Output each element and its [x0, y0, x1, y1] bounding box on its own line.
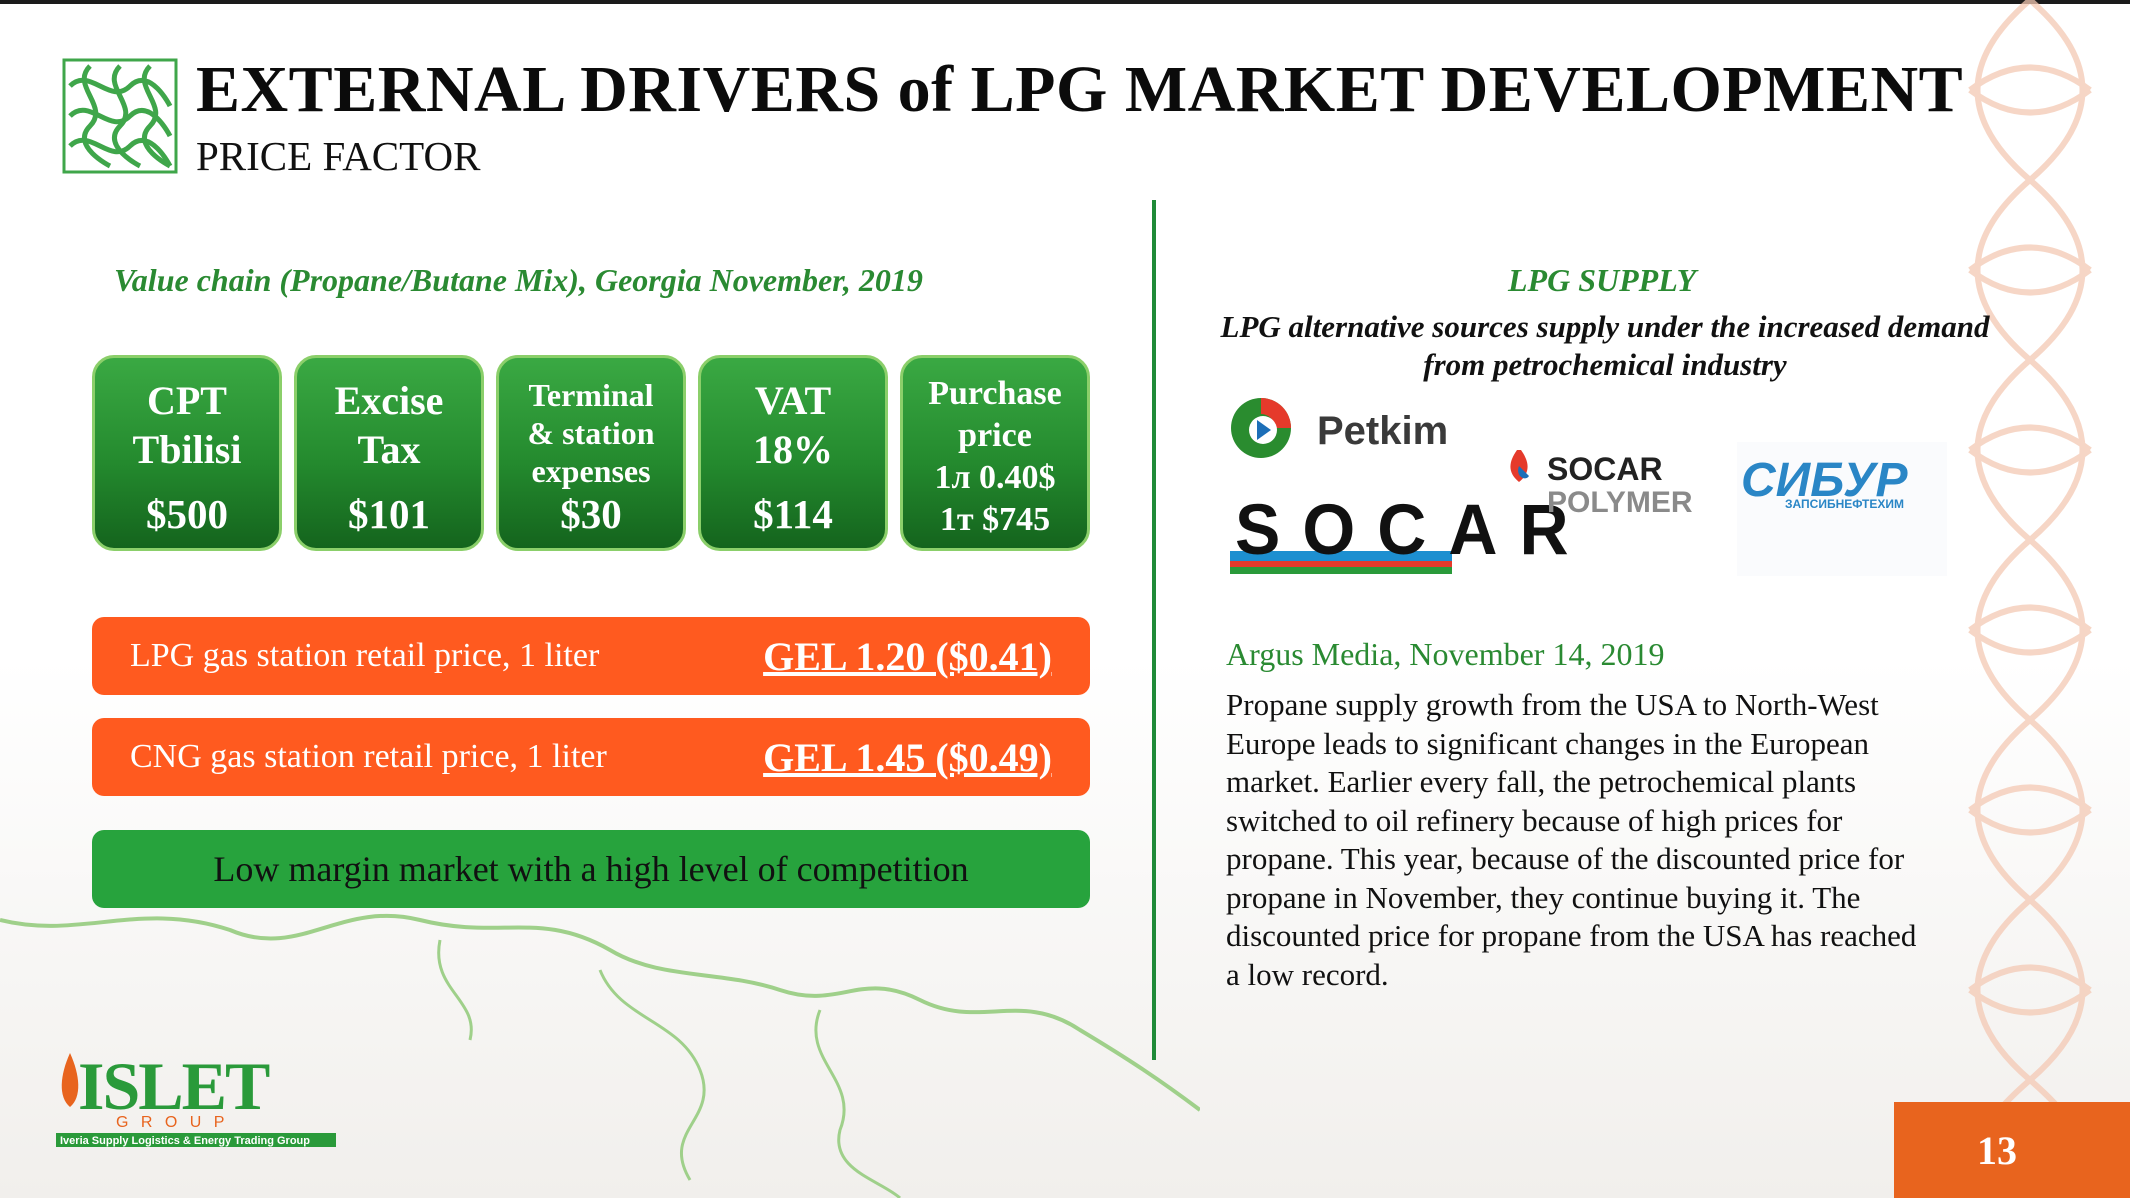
card-value: $101 [348, 491, 430, 537]
cng-retail-label: CNG gas station retail price, 1 liter [130, 738, 607, 775]
lpg-retail-price: GEL 1.20 ($0.41) [763, 633, 1052, 679]
supplier-logos: Petkim SOCAR SOCAR POLYMER СИБУР ЗАПСИБН… [1230, 398, 1947, 576]
card-purchase-price: Purchase price 1л 0.40$ 1т $745 [900, 355, 1090, 551]
card-label: Purchase [928, 375, 1062, 412]
page-subtitle: PRICE FACTOR [196, 133, 481, 179]
card-label: & station [527, 415, 655, 451]
page-title: EXTERNAL DRIVERS of LPG MARKET DEVELOPME… [196, 53, 1964, 126]
card-label: 18% [753, 427, 833, 472]
socar-logo: SOCAR [1230, 489, 1591, 574]
islet-group-text: G R O U P [116, 1114, 228, 1131]
polymer-text: POLYMER [1547, 486, 1693, 519]
sibur-subtitle: ЗАПСИБНЕФТЕХИМ [1785, 497, 1904, 511]
petkim-logo: Petkim [1231, 398, 1448, 458]
sibur-logo: СИБУР ЗАПСИБНЕФТЕХИМ [1737, 442, 1947, 576]
card-terminal-station: Terminal & station expenses $30 [496, 355, 686, 551]
card-label: 1т $745 [939, 501, 1051, 538]
card-label: Excise [334, 378, 444, 423]
card-label: price [958, 417, 1032, 454]
supply-description: LPG alternative sources supply under the… [1220, 309, 1990, 382]
article-text: Propane supply growth from the USA to No… [1226, 687, 1917, 992]
card-value: $114 [753, 491, 833, 537]
margin-note-text: Low margin market with a high level of c… [213, 849, 969, 889]
card-cpt-tbilisi: CPT Tbilisi $500 [92, 355, 282, 551]
islet-group-logo: ISLET G R O U P Iveria Supply Logistics … [56, 1048, 336, 1147]
card-label: expenses [531, 453, 651, 489]
petkim-text: Petkim [1317, 409, 1448, 453]
margin-note-bar: Low margin market with a high level of c… [92, 830, 1090, 908]
card-label: 1л 0.40$ [934, 459, 1056, 496]
page-number-badge: 13 [1894, 1102, 2130, 1198]
article-source: Argus Media, November 14, 2019 [1226, 636, 1665, 672]
card-label: Tbilisi [132, 427, 242, 472]
lpg-retail-price-bar: LPG gas station retail price, 1 liter GE… [92, 617, 1090, 695]
socar-text: SOCAR [1235, 489, 1591, 569]
cng-retail-price-bar: CNG gas station retail price, 1 liter GE… [92, 718, 1090, 796]
top-border [0, 0, 2130, 4]
decorative-knot-pattern [1968, 0, 2092, 1198]
card-vat: VAT 18% $114 [698, 355, 888, 551]
decorative-map-outline [0, 913, 1200, 1198]
lpg-retail-label: LPG gas station retail price, 1 liter [130, 637, 600, 674]
column-divider [1152, 200, 1156, 1060]
cng-retail-price: GEL 1.45 ($0.49) [763, 734, 1052, 780]
socar-polymer-text: SOCAR [1547, 451, 1663, 487]
value-chain-caption: Value chain (Propane/Butane Mix), Georgi… [114, 262, 923, 298]
card-excise-tax: Excise Tax $101 [294, 355, 484, 551]
supply-title: LPG SUPPLY [1508, 262, 1697, 298]
value-chain-cards: CPT Tbilisi $500 Excise Tax $101 Termina… [92, 355, 1090, 551]
knot-logo-icon [62, 58, 178, 174]
card-value: $30 [560, 491, 622, 537]
socar-polymer-logo: SOCAR POLYMER [1510, 450, 1693, 519]
card-label: Terminal [528, 377, 654, 413]
card-value: $500 [146, 491, 228, 537]
islet-tagline: Iveria Supply Logistics & Energy Trading… [60, 1135, 310, 1147]
card-label: Tax [357, 427, 421, 472]
card-label: VAT [754, 378, 832, 423]
islet-logo-text: ISLET [78, 1048, 270, 1124]
sibur-text: СИБУР [1741, 454, 1908, 507]
card-label: CPT [146, 378, 227, 423]
page-number: 13 [1977, 1127, 2017, 1173]
